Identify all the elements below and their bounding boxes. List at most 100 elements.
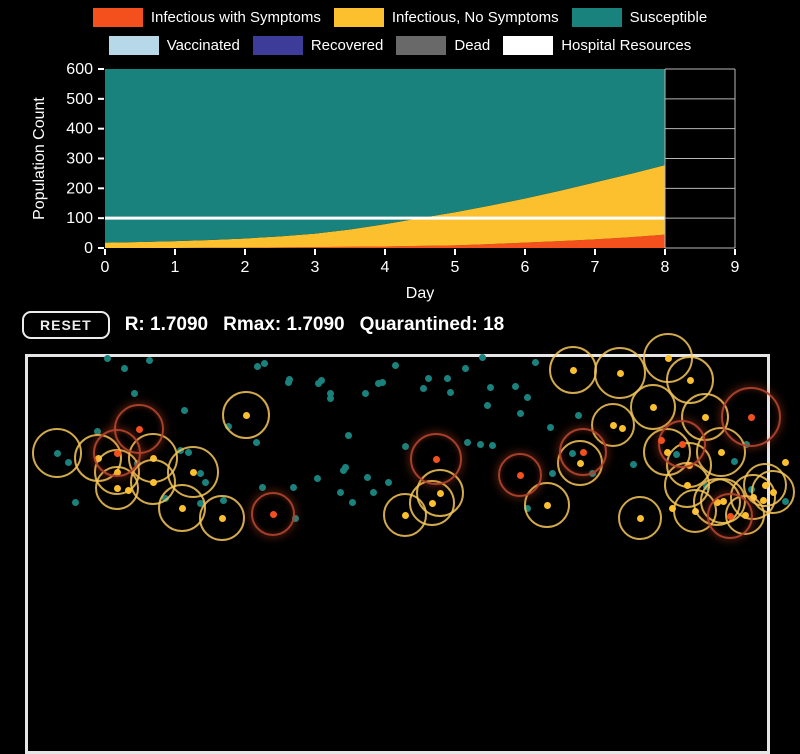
agent-dot-susceptible (378, 378, 386, 386)
reset-button[interactable]: RESET (22, 311, 110, 339)
legend-item: Dead (396, 35, 491, 55)
agent-dot-symptomatic (516, 471, 524, 479)
infection-radius-ring (549, 346, 597, 394)
simulation-boundary (25, 354, 770, 754)
agent-dot-susceptible (284, 378, 292, 386)
agent-dot-susceptible (546, 423, 554, 431)
infection-radius-ring (95, 466, 139, 510)
infection-radius-ring (743, 463, 787, 507)
infection-radius-ring (498, 453, 542, 497)
agent-dot-susceptible (313, 474, 321, 482)
y-tick-label: 500 (66, 91, 93, 108)
legend-item: Hospital Resources (503, 35, 691, 55)
agent-dot-infectious (609, 421, 617, 429)
legend-swatch-icon (92, 7, 143, 27)
agent-dot-susceptible (361, 389, 369, 397)
y-tick-label: 0 (84, 240, 93, 257)
x-tick-label: 2 (241, 259, 250, 276)
agent-dot-symptomatic (726, 512, 734, 520)
legend-swatch-icon (108, 35, 159, 55)
legend-item: Recovered (252, 35, 383, 55)
agent-dot-symptomatic (579, 448, 587, 456)
agent-dot-susceptible (486, 383, 494, 391)
agent-dot-susceptible (781, 497, 789, 505)
infection-radius-ring (167, 446, 219, 498)
infection-radius-ring (751, 470, 795, 514)
agent-dot-susceptible (291, 514, 299, 522)
agent-dot-susceptible (339, 466, 347, 474)
infection-radius-ring (707, 493, 753, 539)
agent-dot-susceptible (252, 438, 260, 446)
infection-radius-ring (594, 347, 646, 399)
infection-radius-ring (130, 459, 176, 505)
agent-dot-susceptible (523, 504, 531, 512)
infection-radius-ring (94, 449, 140, 495)
agent-dot-infectious (189, 468, 197, 476)
agent-dot-susceptible (344, 431, 352, 439)
agent-dot-susceptible (730, 457, 738, 465)
x-tick-label: 7 (591, 259, 600, 276)
agent-dot-susceptible (285, 375, 293, 383)
agent-dot-susceptible (588, 469, 596, 477)
agent-dot-infectious (113, 484, 121, 492)
r-stat: R: 1.7090 (124, 314, 209, 335)
legend-item: Infectious with Symptoms (92, 7, 321, 27)
legend-item: Infectious, No Symptoms (333, 7, 559, 27)
agent-dot-susceptible (629, 460, 637, 468)
x-tick-label: 3 (311, 259, 320, 276)
infection-radius-ring (700, 478, 746, 524)
infection-radius-ring (630, 384, 676, 430)
agent-dot-infectious (576, 459, 584, 467)
legend-label: Dead (454, 36, 491, 54)
infection-radius-ring (557, 440, 603, 486)
agent-dot-infectious (149, 454, 157, 462)
agent-dot-susceptible (511, 382, 519, 390)
agent-dot-susceptible (201, 478, 209, 486)
infection-radius-ring (721, 387, 781, 447)
agent-dot-susceptible (103, 354, 111, 362)
legend-item: Vaccinated (108, 35, 240, 55)
agent-dot-infectious (113, 468, 121, 476)
agent-dot-symptomatic (657, 436, 665, 444)
infection-radius-ring (199, 495, 245, 541)
agent-dot-susceptible (161, 494, 169, 502)
legend-swatch-icon (503, 35, 554, 55)
infection-radius-ring (222, 391, 270, 439)
legend-label: Susceptible (629, 8, 708, 26)
agent-dot-susceptible (702, 482, 710, 490)
agent-dot-infectious (701, 413, 709, 421)
agent-dot-susceptible (314, 379, 322, 387)
agent-dot-susceptible (483, 401, 491, 409)
agent-dot-susceptible (391, 361, 399, 369)
agent-dot-susceptible (446, 388, 454, 396)
agent-dot-infectious (618, 424, 626, 432)
agent-dot-infectious (741, 511, 749, 519)
agent-dot-infectious (759, 496, 767, 504)
legend-item: Susceptible (571, 7, 708, 27)
x-tick-label: 6 (521, 259, 530, 276)
y-tick-label: 300 (66, 151, 93, 168)
legend-label: Infectious, No Symptoms (391, 8, 559, 26)
agent-dot-susceptible (145, 356, 153, 364)
agent-dot-susceptible (289, 483, 297, 491)
area-infectious_no_symptoms (105, 165, 665, 248)
agent-dot-susceptible (363, 473, 371, 481)
agent-dot-susceptible (419, 384, 427, 392)
agent-dot-susceptible (133, 459, 141, 467)
infection-radius-ring (251, 492, 295, 536)
y-tick-label: 200 (66, 180, 93, 197)
population-chart: 0 1 2 3 4 5 6 7 8 9 0 100 200 300 400 500 600 Day Populati… (31, 61, 740, 302)
agent-dot-symptomatic (747, 413, 755, 421)
agent-dot-infectious (178, 504, 186, 512)
legend-swatch-icon (252, 35, 303, 55)
agent-dot-infectious (616, 369, 624, 377)
agent-dot-susceptible (93, 427, 101, 435)
agent-dot-infectious (683, 481, 691, 489)
infection-radius-ring (32, 428, 82, 478)
infection-radius-ring (666, 356, 714, 404)
agent-dot-infectious (781, 458, 789, 466)
agent-dot-infectious (664, 354, 672, 362)
agent-dot-susceptible (326, 394, 334, 402)
agent-dot-susceptible (224, 422, 232, 430)
area-infectious_symptoms (105, 234, 665, 248)
